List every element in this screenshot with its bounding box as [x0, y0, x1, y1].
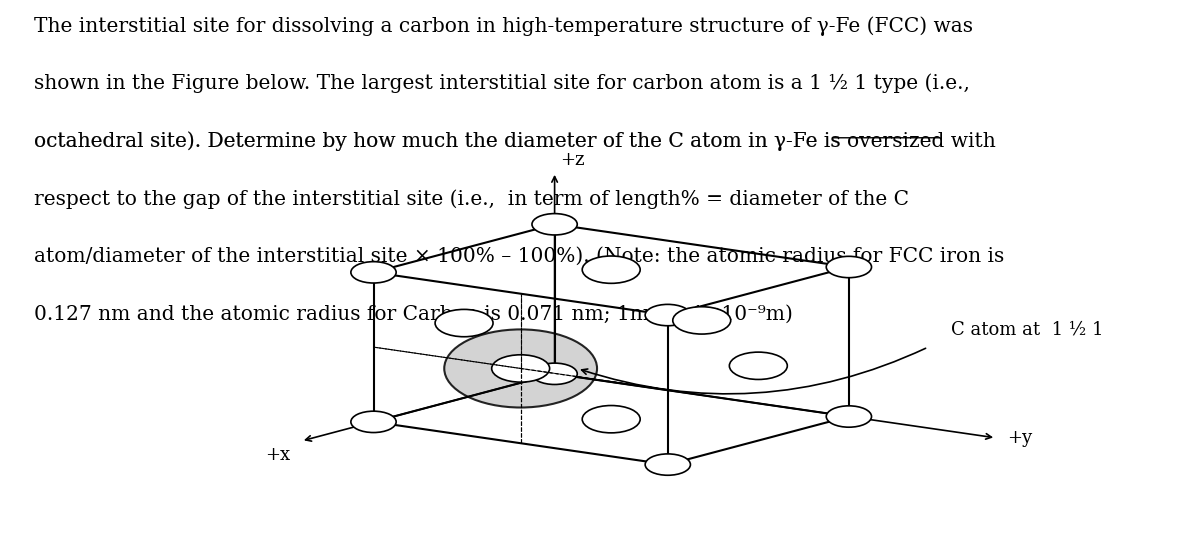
Ellipse shape [492, 355, 550, 382]
Text: octahedral site). Determine by how much the diameter of the C atom in γ-Fe is: octahedral site). Determine by how much … [34, 131, 847, 151]
Ellipse shape [532, 214, 577, 235]
Ellipse shape [827, 406, 871, 427]
Text: C atom at  1 ½ 1: C atom at 1 ½ 1 [950, 321, 1103, 339]
Text: shown in the Figure below. The largest interstitial site for carbon atom is a 1 : shown in the Figure below. The largest i… [34, 74, 970, 93]
Text: +y: +y [1007, 429, 1032, 447]
Ellipse shape [582, 256, 640, 284]
Ellipse shape [582, 405, 640, 433]
Ellipse shape [350, 411, 396, 433]
Ellipse shape [436, 309, 493, 337]
Ellipse shape [646, 454, 690, 475]
Ellipse shape [532, 363, 577, 384]
Text: +x: +x [265, 446, 289, 465]
Ellipse shape [730, 352, 787, 380]
Ellipse shape [646, 304, 690, 326]
Ellipse shape [827, 256, 871, 278]
Ellipse shape [673, 307, 731, 334]
Ellipse shape [350, 262, 396, 283]
Text: octahedral site). Determine by how much the diameter of the C atom in γ-Fe is ov: octahedral site). Determine by how much … [34, 131, 996, 151]
Text: 0.127 nm and the atomic radius for Carbon is 0.071 nm; 1nm = 1×10⁻⁹m): 0.127 nm and the atomic radius for Carbo… [34, 304, 793, 324]
Text: atom/diameter of the interstitial site × 100% – 100%). (Note: the atomic radius : atom/diameter of the interstitial site ×… [34, 247, 1004, 266]
Text: octahedral site). Determine by how much the diameter of the C atom in γ-Fe is ov: octahedral site). Determine by how much … [34, 131, 996, 151]
Text: The interstitial site for dissolving a carbon in high-temperature structure of γ: The interstitial site for dissolving a c… [34, 16, 973, 36]
Ellipse shape [444, 329, 598, 407]
Text: respect to the gap of the interstitial site (i.e.,  in term of length% = diamete: respect to the gap of the interstitial s… [34, 189, 908, 209]
Text: +z: +z [560, 151, 584, 169]
